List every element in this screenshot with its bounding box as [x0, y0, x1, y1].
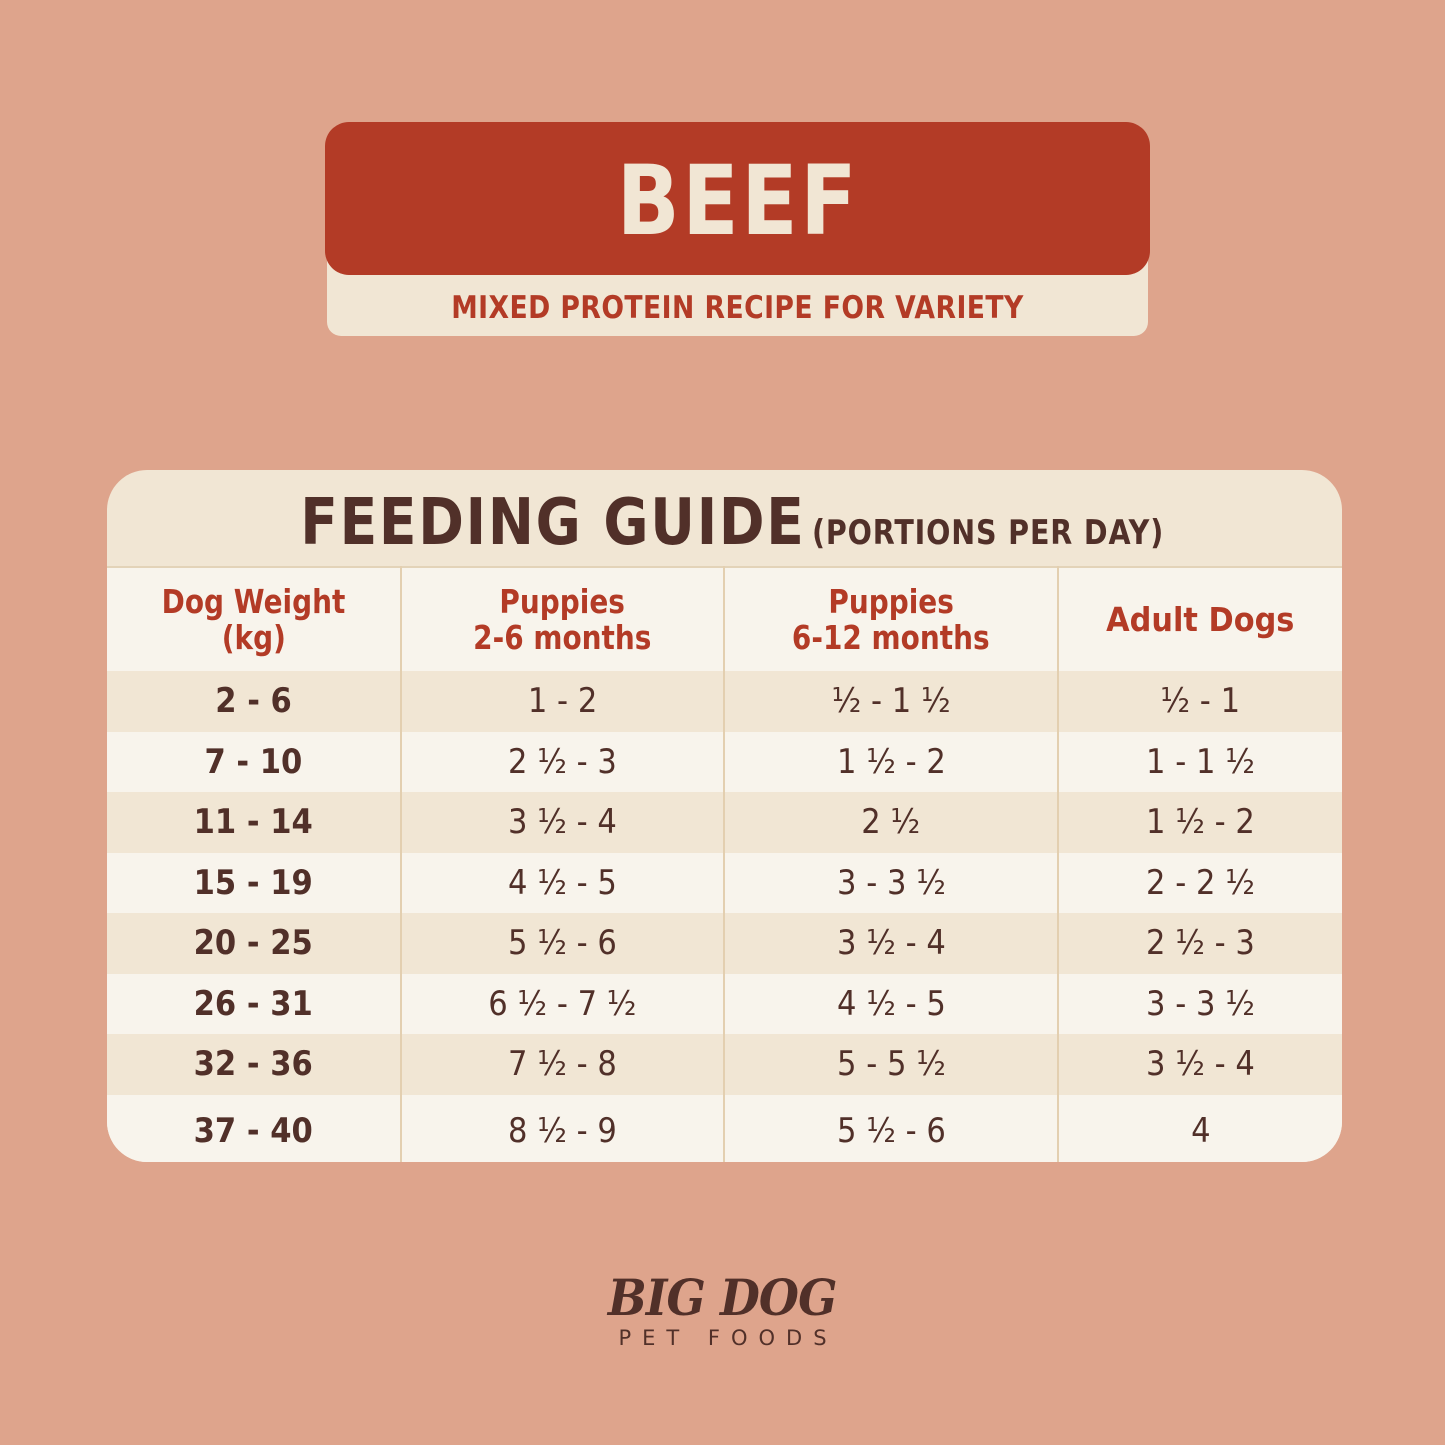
weight-cell: 7 - 10: [204, 741, 303, 782]
title-banner: BEEF: [325, 122, 1150, 275]
brand-tagline: PET FOODS: [618, 1326, 838, 1350]
brand-logo: BIG DOG PET FOODS: [560, 1268, 885, 1351]
weight-cell: 32 - 36: [193, 1044, 314, 1085]
portion-cell: 1 ½ - 2: [1057, 792, 1342, 853]
table-header-row: Dog Weight (kg) Puppies 2-6 months Puppies…: [107, 567, 1342, 671]
portion-cell: 4 ½ - 5: [400, 852, 724, 913]
portion-cell: 4 ½ - 5: [723, 973, 1058, 1034]
portion-cell: 1 ½ - 2: [723, 731, 1058, 792]
feeding-guide-title: FEEDING GUIDE: [300, 486, 806, 560]
column-header-puppies-2-6: Puppies 2-6 months: [400, 567, 724, 671]
table-row: 37 - 40 8 ½ - 9 5 ½ - 6 4: [107, 1094, 1342, 1162]
recipe-title: BEEF: [616, 144, 859, 257]
feeding-table: Dog Weight (kg) Puppies 2-6 months Puppies…: [107, 566, 1342, 1162]
portion-cell: 2 ½ - 3: [1057, 913, 1342, 974]
portion-cell: 3 ½ - 4: [1057, 1034, 1342, 1095]
feeding-guide-subtitle: (PORTIONS PER DAY): [811, 513, 1164, 553]
feeding-guide-heading: FEEDING GUIDE (PORTIONS PER DAY): [107, 486, 1342, 566]
portion-cell: 3 ½ - 4: [723, 913, 1058, 974]
table-row: 26 - 31 6 ½ - 7 ½ 4 ½ - 5 3 - 3 ½: [107, 973, 1342, 1034]
weight-cell: 20 - 25: [193, 923, 314, 964]
recipe-subtitle: MIXED PROTEIN RECIPE FOR VARIETY: [451, 290, 1024, 326]
column-header-dog-weight: Dog Weight (kg): [161, 581, 346, 657]
feeding-guide-card: FEEDING GUIDE (PORTIONS PER DAY) Dog Wei…: [107, 470, 1342, 1162]
portion-cell: 6 ½ - 7 ½: [400, 973, 724, 1034]
portion-cell: 2 ½: [723, 792, 1058, 853]
portion-cell: 7 ½ - 8: [400, 1034, 724, 1095]
portion-cell: 3 - 3 ½: [1057, 973, 1342, 1034]
column-header-puppies-6-12: Puppies 6-12 months: [723, 567, 1058, 671]
weight-cell: 11 - 14: [193, 802, 314, 843]
table-row: 11 - 14 3 ½ - 4 2 ½ 1 ½ - 2: [107, 792, 1342, 853]
portion-cell: 2 - 2 ½: [1057, 852, 1342, 913]
table-row: 15 - 19 4 ½ - 5 3 - 3 ½ 2 - 2 ½: [107, 852, 1342, 913]
table-row: 32 - 36 7 ½ - 8 5 - 5 ½ 3 ½ - 4: [107, 1034, 1342, 1095]
portion-cell: 8 ½ - 9: [400, 1094, 724, 1162]
weight-cell: 2 - 6: [215, 681, 292, 722]
portion-cell: 3 - 3 ½: [723, 852, 1058, 913]
weight-cell: 15 - 19: [193, 862, 314, 903]
portion-cell: ½ - 1: [1057, 671, 1342, 732]
portion-cell: 4: [1057, 1094, 1342, 1162]
brand-name: BIG DOG: [608, 1268, 837, 1327]
weight-cell: 26 - 31: [193, 983, 314, 1024]
portion-cell: 5 ½ - 6: [400, 913, 724, 974]
weight-cell: 37 - 40: [193, 1110, 314, 1151]
table-row: 20 - 25 5 ½ - 6 3 ½ - 4 2 ½ - 3: [107, 913, 1342, 974]
table-row: 7 - 10 2 ½ - 3 1 ½ - 2 1 - 1 ½: [107, 731, 1342, 792]
portion-cell: 2 ½ - 3: [400, 731, 724, 792]
portion-cell: ½ - 1 ½: [723, 671, 1058, 732]
portion-cell: 3 ½ - 4: [400, 792, 724, 853]
portion-cell: 1 - 2: [400, 671, 724, 732]
table-row: 2 - 6 1 - 2 ½ - 1 ½ ½ - 1: [107, 671, 1342, 732]
column-header-adult-dogs: Adult Dogs: [1057, 567, 1342, 671]
portion-cell: 5 - 5 ½: [723, 1034, 1058, 1095]
portion-cell: 5 ½ - 6: [723, 1094, 1058, 1162]
portion-cell: 1 - 1 ½: [1057, 731, 1342, 792]
